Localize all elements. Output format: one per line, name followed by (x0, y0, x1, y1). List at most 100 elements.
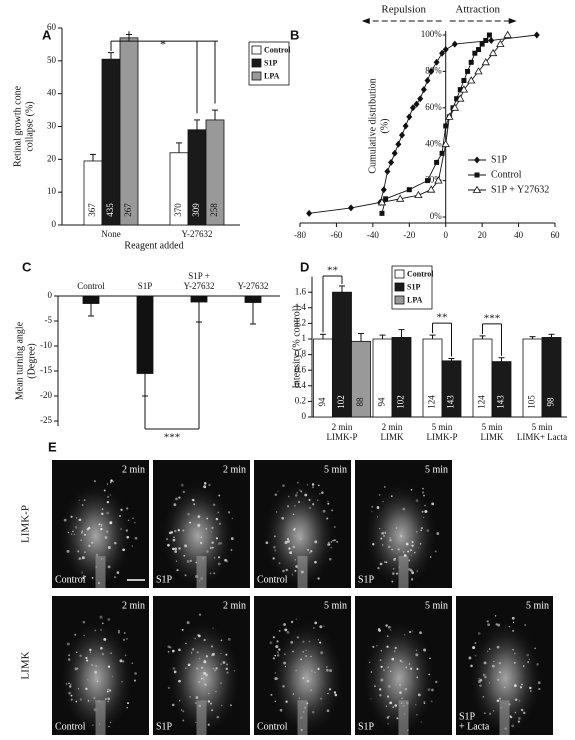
speckle (374, 685, 376, 687)
speckle (299, 538, 302, 541)
speckle (382, 544, 384, 546)
speckle (203, 660, 207, 664)
legend-label: S1P (264, 58, 277, 67)
speckle (106, 500, 110, 504)
y-tick-label: 0.6 (295, 364, 307, 374)
error-bar (379, 334, 386, 339)
speckle (83, 634, 85, 637)
speckle (91, 576, 94, 579)
speckle (187, 512, 190, 516)
speckle (230, 704, 232, 707)
speckle (399, 659, 402, 662)
speckle (230, 537, 234, 541)
speckle (380, 678, 384, 682)
y-axis-label: Mean turning angle (14, 321, 25, 400)
speckle (523, 711, 526, 715)
speckle (67, 658, 71, 661)
speckle (83, 533, 87, 536)
speckle (292, 650, 294, 653)
point (474, 67, 483, 75)
speckle (215, 537, 219, 540)
speckle (298, 500, 301, 504)
speckle (215, 517, 219, 521)
condition-label: Control (257, 574, 288, 585)
time-label: 2 min (223, 600, 246, 611)
speckle (226, 671, 229, 674)
panel-letter: E (48, 439, 57, 454)
speckle (172, 538, 176, 542)
speckle (333, 691, 337, 694)
y-axis-label: Cumulative distribution (367, 78, 378, 173)
speckle (210, 645, 214, 648)
point (306, 209, 313, 217)
speckle (265, 541, 269, 545)
speckle (411, 540, 414, 544)
speckle (68, 685, 72, 688)
speckle (386, 695, 390, 698)
growth-cone (468, 614, 543, 731)
speckle (514, 698, 518, 701)
speckle (283, 661, 287, 665)
panel-letter: B (290, 27, 299, 42)
neurite (398, 700, 409, 735)
speckle (69, 683, 72, 686)
y-tick-label: 100% (421, 29, 443, 39)
speckle (206, 550, 209, 553)
speckle (182, 529, 185, 532)
error-bar (448, 358, 455, 361)
y-tick-label: -25 (40, 415, 52, 425)
speckle (103, 489, 106, 492)
speckle (429, 556, 432, 558)
speckle (538, 687, 541, 691)
speckle (109, 481, 112, 484)
y-tick-label: 10 (47, 186, 57, 196)
speckle (529, 690, 532, 692)
legend-label: S1P (491, 154, 508, 165)
speckle (419, 631, 422, 635)
speckle (416, 713, 418, 716)
y-tick-label: 50 (47, 55, 57, 65)
speckle (187, 663, 191, 667)
speckle (326, 517, 329, 520)
speckle (199, 541, 203, 545)
neurite (196, 700, 207, 735)
speckle (310, 655, 312, 658)
speckle (387, 722, 390, 725)
speckle (328, 557, 332, 561)
speckle (389, 670, 392, 673)
speckle (68, 691, 71, 695)
speckle (423, 702, 426, 705)
point (348, 204, 354, 212)
speckle (278, 562, 281, 565)
speckle (330, 546, 332, 549)
x-tick-label: 60 (551, 230, 561, 240)
significance: ** (327, 264, 338, 276)
speckle (383, 486, 386, 488)
speckle (89, 648, 92, 652)
time-label: 5 min (425, 600, 448, 611)
category-label: S1P + (188, 271, 210, 281)
speckle (408, 559, 411, 562)
speckle (376, 516, 379, 518)
speckle (70, 698, 73, 701)
speckle (212, 652, 215, 656)
n-label: 143 (496, 395, 506, 409)
speckle (403, 634, 406, 636)
speckle (174, 550, 178, 553)
neurite (95, 556, 106, 588)
point (439, 49, 446, 57)
speckle (100, 524, 103, 526)
error-bar (196, 302, 202, 323)
speckle (410, 488, 413, 491)
speckle (369, 661, 371, 663)
speckle (477, 632, 481, 635)
speckle (372, 543, 375, 546)
speckle (101, 508, 104, 510)
speckle (180, 483, 184, 487)
point (461, 78, 467, 83)
y-tick-label: -15 (40, 365, 52, 375)
speckle (82, 576, 85, 580)
speckle (423, 494, 425, 497)
speckle (210, 531, 212, 533)
speckle (185, 642, 187, 645)
